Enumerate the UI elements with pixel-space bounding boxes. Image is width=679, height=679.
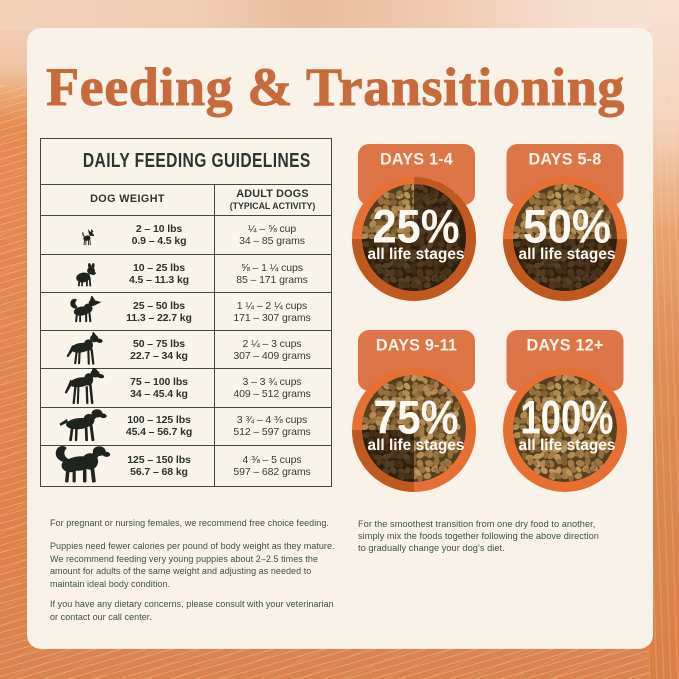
svg-text:all life stages: all life stages bbox=[368, 246, 465, 263]
svg-text:all life stages: all life stages bbox=[519, 246, 616, 263]
svg-text:50%: 50% bbox=[523, 200, 611, 253]
svg-text:all life stages: all life stages bbox=[368, 437, 465, 454]
svg-text:100%: 100% bbox=[521, 391, 614, 444]
svg-text:DAYS 12+: DAYS 12+ bbox=[526, 337, 603, 355]
svg-text:DAYS 5-8: DAYS 5-8 bbox=[529, 151, 602, 169]
svg-text:DAYS 9-11: DAYS 9-11 bbox=[376, 337, 457, 355]
svg-text:75%: 75% bbox=[374, 391, 459, 444]
svg-text:all life stages: all life stages bbox=[519, 437, 616, 454]
svg-text:25%: 25% bbox=[373, 200, 460, 253]
svg-text:DAYS 1-4: DAYS 1-4 bbox=[380, 151, 453, 169]
